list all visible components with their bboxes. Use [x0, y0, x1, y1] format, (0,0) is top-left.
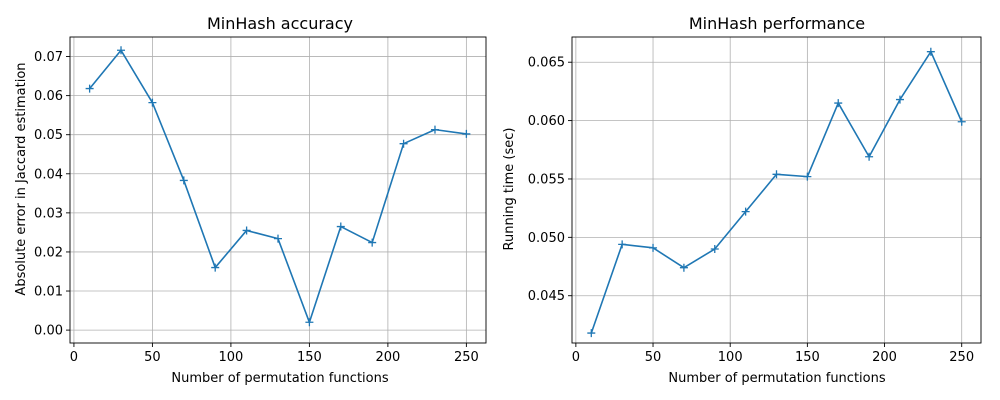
data-point	[211, 263, 220, 272]
x-tick-label: 200	[375, 350, 400, 365]
chart-title: MinHash accuracy	[207, 14, 353, 33]
markers	[85, 46, 471, 327]
y-tick-label: 0.03	[34, 206, 63, 221]
data-point	[865, 152, 874, 161]
y-axis-label: Running time (sec)	[502, 128, 517, 251]
x-tick-label: 0	[572, 350, 580, 365]
data-point	[274, 234, 282, 243]
data-point	[462, 129, 471, 138]
data-point	[926, 47, 935, 56]
x-tick-label: 0	[70, 350, 78, 365]
data-point	[305, 318, 314, 327]
x-tick-label: 150	[297, 350, 322, 365]
data-point	[834, 99, 843, 108]
data-point	[430, 125, 439, 134]
data-point	[618, 240, 627, 249]
accuracy-plot: MinHash accuracy Number of permutation f…	[14, 14, 487, 386]
axes-frame	[571, 36, 982, 344]
y-tick-label: 0.050	[528, 231, 565, 246]
y-tick-label: 0.055	[528, 172, 565, 187]
x-tick-label: 200	[872, 350, 897, 365]
data-point	[649, 243, 658, 252]
data-point	[710, 245, 719, 254]
grid	[70, 37, 486, 343]
performance-plot: MinHash performance Number of permutatio…	[502, 14, 982, 386]
data-point	[148, 98, 157, 107]
x-tick-label: 250	[454, 350, 479, 365]
x-tick-label: 50	[645, 350, 662, 365]
y-tick-label: 0.01	[34, 285, 63, 300]
y-tick-label: 0.065	[528, 56, 565, 71]
x-axis-label: Number of permutation functions	[668, 371, 885, 386]
data-point	[741, 207, 750, 216]
y-tick-label: 0.04	[34, 167, 63, 182]
y-tick-label: 0.060	[528, 114, 565, 129]
data-point	[179, 176, 188, 185]
data-point	[679, 263, 688, 272]
y-tick-label: 0.02	[34, 245, 63, 260]
data-point	[772, 170, 781, 179]
data-point	[336, 222, 345, 231]
y-tick-label: 0.045	[528, 289, 565, 304]
y-tick-label: 0.05	[34, 128, 63, 143]
x-tick-label: 100	[718, 350, 743, 365]
data-point	[368, 238, 377, 247]
y-tick-label: 0.07	[34, 50, 63, 65]
chart-title: MinHash performance	[689, 14, 865, 33]
x-tick-label: 50	[144, 350, 161, 365]
y-tick-label: 0.06	[34, 89, 63, 104]
x-tick-label: 150	[795, 350, 820, 365]
data-point	[957, 117, 966, 126]
axes-frame	[69, 36, 487, 344]
markers	[587, 47, 966, 338]
data-point	[587, 329, 596, 338]
data-point	[117, 46, 126, 55]
x-tick-label: 100	[218, 350, 243, 365]
x-axis-label: Number of permutation functions	[171, 371, 388, 386]
x-tick-label: 250	[949, 350, 974, 365]
data-point	[803, 172, 812, 181]
grid	[572, 37, 981, 343]
data-point	[399, 139, 408, 148]
data-point	[895, 95, 904, 104]
data-point	[85, 84, 94, 93]
y-axis-label: Absolute error in Jaccard estimation	[14, 62, 29, 295]
data-point	[242, 226, 251, 235]
y-tick-label: 0.00	[34, 324, 63, 339]
